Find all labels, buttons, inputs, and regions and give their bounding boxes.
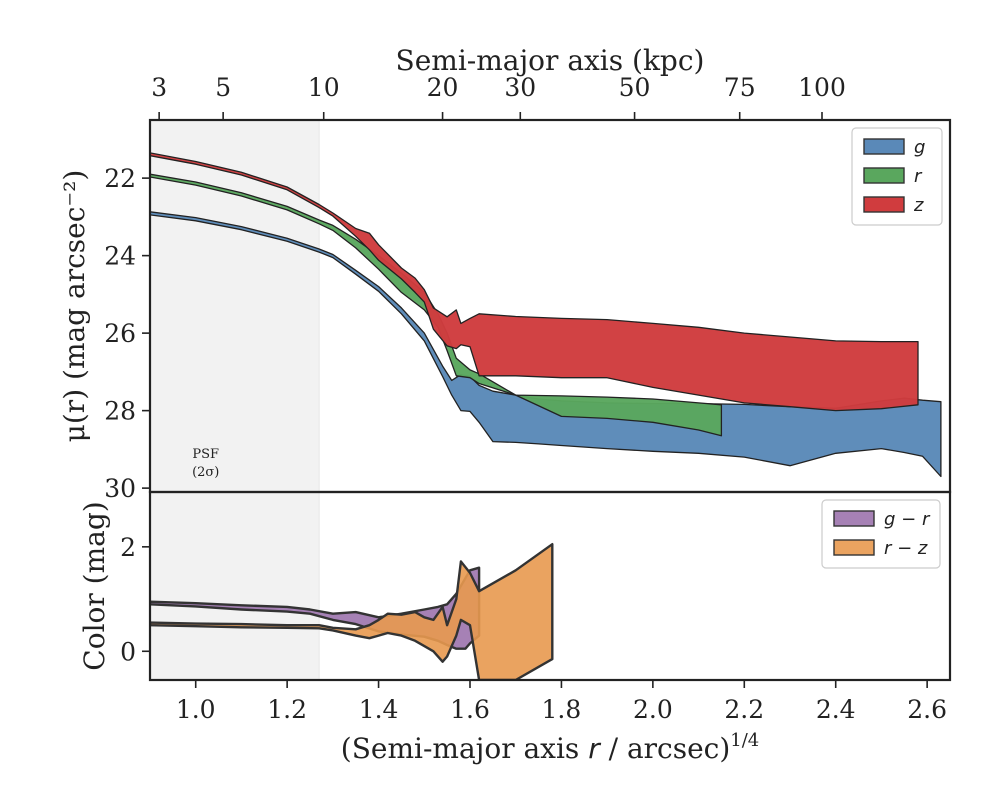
x-tick-label-2.4: 2.4: [816, 695, 856, 724]
psf-label-sigma: (2σ): [192, 465, 219, 480]
x-tick-label-1.6: 1.6: [450, 695, 490, 724]
bottom-panel-y-axis-title: Color (mag): [78, 501, 111, 670]
kpc-tick-label-75: 75: [724, 73, 756, 102]
legend-label-1: r: [914, 166, 923, 187]
kpc-tick-label-10: 10: [308, 73, 340, 102]
bottom-panel-frame: [148, 490, 952, 682]
x-tick-label-1.2: 1.2: [267, 695, 307, 724]
y-tick-label-30: 30: [104, 474, 136, 503]
kpc-tick-label-5: 5: [215, 73, 231, 102]
band-z: [150, 152, 919, 412]
y-tick-label-24: 24: [104, 242, 136, 271]
kpc-tick-label-100: 100: [798, 73, 846, 102]
x-tick-label-1.0: 1.0: [176, 695, 216, 724]
legend-label-0: g − r: [884, 509, 931, 530]
legend-swatch-1: [833, 539, 875, 556]
x-tick-label-2.2: 2.2: [724, 695, 764, 724]
y-tick-label-22: 22: [104, 164, 136, 193]
color-y-tick-label-0: 0: [120, 637, 136, 666]
legend-colors: g − r r − z: [821, 499, 941, 569]
bottom-panel-y-ticks: 02: [120, 533, 150, 666]
legend-swatch-0: [863, 138, 905, 155]
psf-label: PSF: [192, 447, 219, 462]
x-tick-label-2.0: 2.0: [633, 695, 673, 724]
legend-swatch-0: [833, 510, 875, 527]
kpc-tick-label-3: 3: [151, 73, 167, 102]
y-tick-label-26: 26: [104, 319, 136, 348]
x-tick-label-1.4: 1.4: [359, 695, 399, 724]
surface-brightness-bands: [150, 152, 942, 478]
legend-label-1: r − z: [884, 538, 928, 559]
legend-swatch-1: [863, 167, 905, 184]
kpc-tick-label-30: 30: [504, 73, 536, 102]
color-bands: [150, 543, 554, 680]
top-axis-title: Semi-major axis (kpc): [396, 44, 705, 77]
bottom-axis-x-ticks: 1.0 1.2 1.4 1.6 1.8 2.0 2.2 2.4 2.6: [176, 680, 947, 724]
x-tick-label-1.8: 1.8: [542, 695, 582, 724]
top-panel-y-axis-title: μ(r) (mag arcsec⁻²): [58, 170, 91, 443]
color-y-tick-label-2: 2: [120, 533, 136, 562]
kpc-tick-label-20: 20: [427, 73, 459, 102]
top-panel-y-ticks: 22 24 26 28 30: [104, 164, 150, 503]
legend-swatch-2: [863, 196, 905, 213]
y-tick-label-28: 28: [104, 397, 136, 426]
band-g: [150, 211, 942, 478]
top-axis-kpc-ticks: 3 5 10 20 30 50 75 100: [151, 73, 846, 120]
x-tick-label-2.6: 2.6: [907, 695, 947, 724]
color-band-r-z: [150, 543, 554, 680]
bottom-axis-title: (Semi-major axis r / arcsec)1/4: [341, 730, 759, 765]
legend-bands: grz: [851, 127, 943, 226]
legend-label-2: z: [913, 195, 924, 216]
legend-label-0: g: [914, 137, 925, 158]
psf-shaded-region-color-panel: [149, 491, 320, 681]
kpc-tick-label-50: 50: [619, 73, 651, 102]
psf-shaded-region: [149, 119, 320, 493]
